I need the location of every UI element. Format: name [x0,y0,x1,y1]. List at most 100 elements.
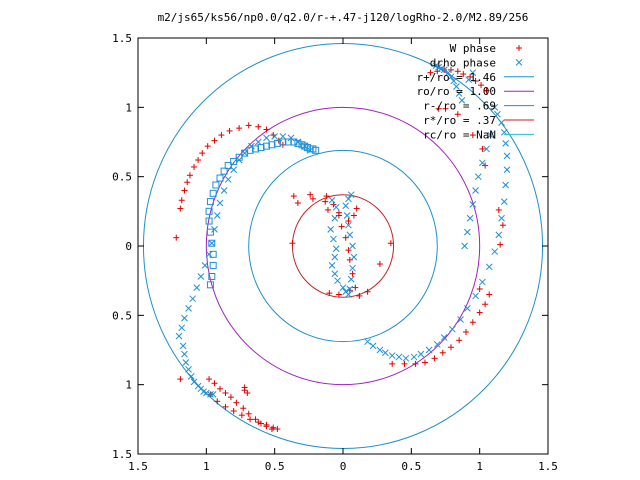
data-point [472,77,479,84]
data-point [347,191,355,199]
data-point [342,202,350,210]
data-point [224,176,232,183]
legend-label: ro/ro = 1.00 [417,85,496,98]
data-point [268,141,276,149]
data-point [227,394,234,401]
data-point [244,389,251,396]
data-point [211,226,218,233]
reference-circle-3 [291,194,395,298]
data-point [268,426,275,433]
data-point [181,350,188,358]
data-point [353,205,360,212]
data-point [458,97,466,104]
data-point [207,391,214,398]
data-point [487,131,494,139]
x-tick-label: 1.5 [128,460,148,473]
series-1 [175,62,511,398]
data-point [247,416,254,423]
legend-swatch [516,45,522,51]
data-point [224,162,232,170]
data-point [435,105,442,112]
y-tick-label: 0.5 [112,171,132,184]
data-point [335,209,342,216]
data-point [332,245,340,253]
data-point [388,352,396,359]
data-point [476,285,483,292]
x-tick-label: 1.5 [538,460,558,473]
data-point [307,191,314,198]
data-point [469,201,477,208]
data-point [327,226,335,233]
y-tick-label: 1.5 [112,32,132,45]
data-point [206,376,213,383]
data-point [382,349,389,357]
x-tick-label: 1 [476,460,483,473]
data-point [197,273,205,280]
data-point [486,291,493,298]
data-point [214,398,221,405]
y-tick-label: 1 [125,101,132,114]
reference-circle-2 [248,149,438,343]
data-point [290,138,298,146]
data-point [186,172,193,179]
data-point [263,134,270,142]
data-point [454,68,461,75]
data-point [476,309,483,316]
data-point [331,214,339,222]
data-point [356,292,363,299]
data-point [346,285,354,293]
legend-swatch [515,59,523,66]
data-point [326,290,333,297]
data-point [447,73,455,81]
data-point [179,342,187,350]
data-point [324,206,331,213]
data-point [346,231,354,239]
data-point [500,198,508,205]
data-point [461,242,468,250]
data-point [258,420,264,427]
data-point [364,288,371,295]
data-point [204,143,211,150]
data-point [346,256,353,263]
series-2 [205,138,320,289]
data-point [279,138,287,146]
data-point [466,214,474,222]
data-point [328,196,336,204]
data-point [290,193,297,200]
data-point [494,110,501,118]
data-point [387,240,394,247]
data-point [495,206,502,213]
data-point [182,359,190,366]
data-point [485,263,493,271]
data-point [343,212,351,219]
data-point [255,419,262,426]
y-tick-label: 0.5 [112,309,132,322]
data-point [469,69,477,77]
data-point [402,354,410,362]
data-point [502,140,509,147]
data-point [334,277,341,285]
data-point [206,198,214,206]
data-point [350,253,358,261]
data-point [350,212,357,219]
data-point [440,334,448,341]
data-point [177,376,184,383]
data-point [236,125,243,132]
data-point [503,166,511,174]
x-tick-label: 0.5 [265,460,285,473]
data-point [195,157,202,164]
legend-label: W phase [450,42,496,55]
data-point [263,421,270,428]
data-point [181,187,188,194]
data-point [181,314,188,322]
data-point [208,239,216,247]
data-point [335,291,342,298]
data-point [345,291,352,298]
data-point [218,132,225,139]
data-point [262,142,270,150]
data-point [201,262,209,269]
data-point [216,199,224,207]
data-marks [173,62,511,433]
x-tick-label: 0.5 [401,460,421,473]
